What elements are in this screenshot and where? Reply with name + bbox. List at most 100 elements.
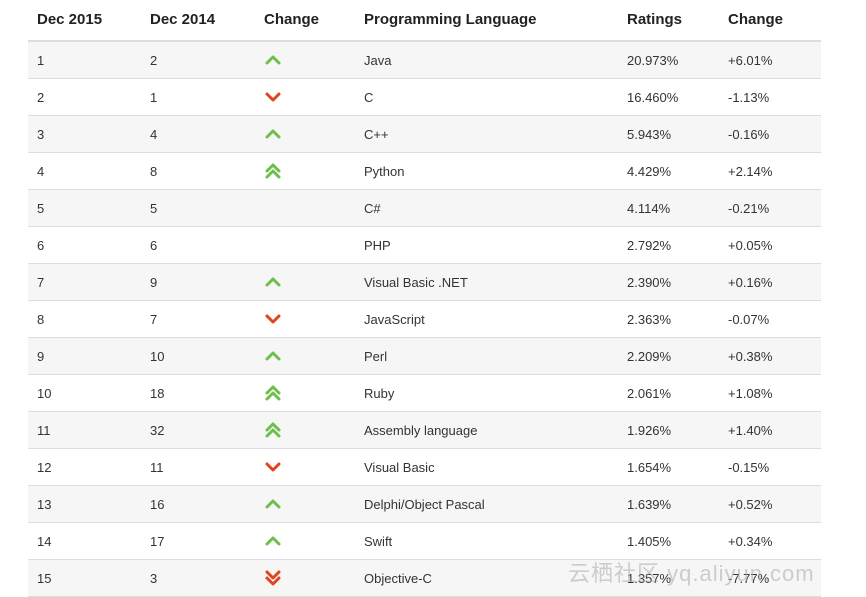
rating-cell: 4.114%: [627, 201, 671, 216]
rank-2014-cell: 5: [150, 201, 158, 216]
rating-cell: 2.390%: [627, 275, 672, 290]
rating-cell: 2.209%: [627, 349, 672, 364]
table-row: 9 10 Perl 2.209% +0.38%: [28, 338, 821, 375]
rank-2014-cell: 8: [150, 164, 158, 179]
rank-2015-cell: 1: [37, 53, 45, 68]
rating-change-cell: +1.40%: [728, 423, 773, 438]
language-cell: Visual Basic .NET: [364, 275, 468, 290]
language-ranking-table: Dec 2015 Dec 2014 Change Programming Lan…: [28, 0, 821, 597]
rank-2014-cell: 3: [150, 571, 158, 586]
rank-2014-cell: 9: [150, 275, 158, 290]
rank-2015-cell: 7: [37, 275, 45, 290]
rating-cell: 1.357%: [627, 571, 672, 586]
rank-2015-cell: 12: [37, 460, 52, 475]
language-cell: Perl: [364, 349, 388, 364]
rank-2014-cell: 32: [150, 423, 165, 438]
table-row: 5 5 C# 4.114% -0.21%: [28, 190, 821, 227]
language-cell: C: [364, 90, 374, 105]
chevron-down-icon: [264, 310, 282, 328]
double-chevron-up-icon: [264, 384, 282, 402]
language-cell: C#: [364, 201, 381, 216]
watermark: 云栖社区 yq.aliyun.com: [568, 561, 815, 586]
language-cell: JavaScript: [364, 312, 425, 327]
header-change: Change: [264, 11, 320, 28]
double-chevron-up-icon: [264, 162, 282, 180]
header-rating-change: Change: [728, 11, 784, 28]
rating-cell: 2.792%: [627, 238, 672, 253]
chevron-up-icon: [264, 125, 282, 143]
rating-change-cell: -1.13%: [728, 90, 770, 105]
chevron-down-icon: [264, 88, 282, 106]
header-dec-2015: Dec 2015: [37, 11, 103, 28]
trend-cell: [264, 199, 282, 217]
chevron-up-icon: [264, 347, 282, 365]
double-chevron-up-icon: [264, 421, 282, 439]
table-body: 1 2 Java 20.973% +6.01% 2 1 C 16.460% -1.13% 3 4 C++…: [28, 42, 821, 597]
rating-change-cell: -0.16%: [728, 127, 770, 142]
rank-2014-cell: 1: [150, 90, 158, 105]
rank-2014-cell: 17: [150, 534, 165, 549]
table-row: 6 6 PHP 2.792% +0.05%: [28, 227, 821, 264]
rank-2015-cell: 15: [37, 571, 52, 586]
chevron-up-icon: [264, 532, 282, 550]
rank-2014-cell: 4: [150, 127, 158, 142]
rank-2014-cell: 7: [150, 312, 158, 327]
chevron-up-icon: [264, 273, 282, 291]
language-cell: Visual Basic: [364, 460, 435, 475]
rank-2015-cell: 6: [37, 238, 45, 253]
rank-2014-cell: 10: [150, 349, 165, 364]
table-row: 2 1 C 16.460% -1.13%: [28, 79, 821, 116]
rating-change-cell: +0.38%: [728, 349, 773, 364]
chevron-up-icon: [264, 495, 282, 513]
table-row: 14 17 Swift 1.405% +0.34%: [28, 523, 821, 560]
table-row: 11 32 Assembly language 1.926% +1.40%: [28, 412, 821, 449]
rating-change-cell: -0.15%: [728, 460, 770, 475]
language-cell: Assembly language: [364, 423, 478, 438]
rank-2015-cell: 5: [37, 201, 45, 216]
rating-change-cell: -0.07%: [728, 312, 770, 327]
chevron-down-icon: [264, 458, 282, 476]
table-row: 15 3 Objective-C 1.357% -7.77%: [28, 560, 821, 597]
table-row: 10 18 Ruby 2.061% +1.08%: [28, 375, 821, 412]
double-chevron-down-icon: [264, 569, 282, 587]
rating-change-cell: +0.52%: [728, 497, 773, 512]
language-cell: PHP: [364, 238, 391, 253]
rating-cell: 4.429%: [627, 164, 672, 179]
rank-2015-cell: 10: [37, 386, 52, 401]
rating-change-cell: +6.01%: [728, 53, 773, 68]
header-dec-2014: Dec 2014: [150, 11, 216, 28]
rating-cell: 2.061%: [627, 386, 672, 401]
rating-change-cell: +2.14%: [728, 164, 773, 179]
rating-cell: 2.363%: [627, 312, 672, 327]
rank-2015-cell: 14: [37, 534, 52, 549]
rating-cell: 20.973%: [627, 53, 679, 68]
rank-2014-cell: 18: [150, 386, 165, 401]
table-row: 8 7 JavaScript 2.363% -0.07%: [28, 301, 821, 338]
rank-2015-cell: 13: [37, 497, 52, 512]
trend-cell: [264, 236, 282, 254]
table-row: 12 11 Visual Basic 1.654% -0.15%: [28, 449, 821, 486]
rating-cell: 1.405%: [627, 534, 672, 549]
language-cell: C++: [364, 127, 389, 142]
rating-change-cell: -0.21%: [728, 201, 770, 216]
rating-cell: 1.654%: [627, 460, 672, 475]
language-cell: Java: [364, 53, 392, 68]
rating-change-cell: +0.16%: [728, 275, 773, 290]
table-row: 1 2 Java 20.973% +6.01%: [28, 42, 821, 79]
header-programming-language: Programming Language: [364, 11, 537, 28]
table-row: 3 4 C++ 5.943% -0.16%: [28, 116, 821, 153]
rank-2015-cell: 9: [37, 349, 45, 364]
language-cell: Swift: [364, 534, 393, 549]
rating-change-cell: +0.05%: [728, 238, 773, 253]
rank-2014-cell: 16: [150, 497, 165, 512]
rank-2015-cell: 8: [37, 312, 45, 327]
rating-change-cell: -7.77%: [728, 571, 770, 586]
rating-cell: 5.943%: [627, 127, 672, 142]
chevron-up-icon: [264, 51, 282, 69]
rank-2014-cell: 2: [150, 53, 158, 68]
table-row: 7 9 Visual Basic .NET 2.390% +0.16%: [28, 264, 821, 301]
rating-cell: 1.926%: [627, 423, 672, 438]
rank-2015-cell: 2: [37, 90, 45, 105]
rating-cell: 16.460%: [627, 90, 679, 105]
rank-2014-cell: 11: [150, 460, 164, 475]
